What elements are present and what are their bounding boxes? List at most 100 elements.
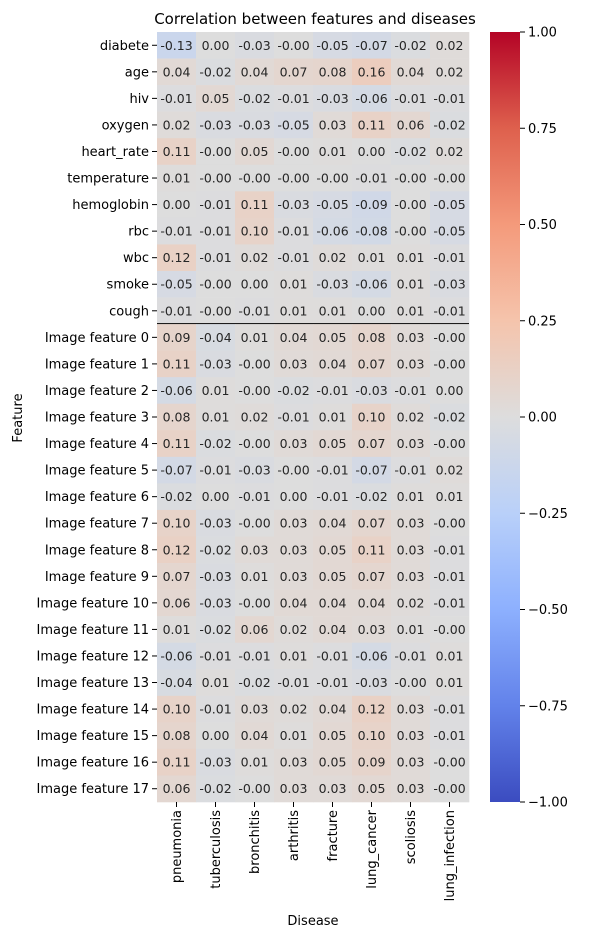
cell-value-label: 0.01 — [280, 303, 308, 318]
cell-value-label: 0.10 — [163, 516, 191, 531]
cell-value-label: 0.02 — [319, 250, 347, 265]
cell-value-label: -0.01 — [433, 569, 465, 584]
cell-value-label: 0.05 — [319, 436, 347, 451]
row-tick-label: Image feature 11 — [37, 623, 149, 638]
cell-value-label: -0.00 — [433, 171, 465, 186]
row-tick-label: smoke — [107, 278, 149, 293]
column-tick-label: fracture — [326, 810, 341, 861]
row-tick-label: Image feature 5 — [45, 464, 149, 479]
cell-value-label: 0.03 — [397, 356, 425, 371]
cell-value-label: 0.00 — [163, 197, 191, 212]
cell-value-label: -0.05 — [316, 38, 348, 53]
cell-value-label: -0.02 — [160, 489, 192, 504]
cell-value-label: -0.00 — [394, 171, 426, 186]
cell-value-label: 0.05 — [319, 569, 347, 584]
cell-value-label: 0.11 — [358, 117, 386, 132]
row-tick-labels: diabete age hiv oxygen heart_rate temperature… — [37, 39, 157, 797]
cell-value-label: 0.01 — [397, 622, 425, 637]
cell-value-label: -0.00 — [433, 356, 465, 371]
cell-value-label: -0.02 — [199, 64, 231, 79]
cell-value-label: -0.03 — [199, 356, 231, 371]
column-tick-label: scoliosis — [404, 810, 419, 864]
cell-value-label: 0.02 — [241, 410, 269, 425]
cell-value-label: -0.01 — [238, 648, 270, 663]
cell-value-label: -0.01 — [277, 224, 309, 239]
cell-value-label: -0.03 — [355, 675, 387, 690]
cell-value-label: 0.03 — [280, 781, 308, 796]
cell-value-label: 0.04 — [319, 702, 347, 717]
cell-value-label: -0.01 — [199, 648, 231, 663]
cell-value-label: 0.01 — [397, 277, 425, 292]
cell-value-label: -0.01 — [394, 463, 426, 478]
cell-value-label: -0.02 — [199, 781, 231, 796]
row-tick-label: Image feature 9 — [45, 570, 149, 585]
cell-value-label: 0.04 — [280, 330, 308, 345]
cell-value-label: 0.07 — [358, 356, 386, 371]
cell-value-label: 0.03 — [319, 781, 347, 796]
cell-value-label: -0.01 — [433, 702, 465, 717]
colorbar-tick-label: −0.25 — [528, 507, 568, 522]
cell-value-label: 0.03 — [280, 516, 308, 531]
cell-value-label: -0.01 — [199, 463, 231, 478]
cell-value-label: 0.01 — [202, 383, 230, 398]
cell-value-label: 0.04 — [241, 64, 269, 79]
cell-value-label: 0.00 — [358, 303, 386, 318]
cell-value-label: 0.07 — [358, 516, 386, 531]
row-tick-label: Image feature 4 — [45, 437, 149, 452]
cell-value-label: 0.03 — [397, 702, 425, 717]
cell-value-label: 0.03 — [397, 542, 425, 557]
row-tick-label: Image feature 0 — [45, 331, 149, 346]
cell-value-label: -0.00 — [433, 781, 465, 796]
cell-value-label: 0.05 — [241, 144, 269, 159]
cell-value-label: 0.02 — [436, 463, 464, 478]
cell-value-label: 0.12 — [358, 702, 386, 717]
cell-value-label: -0.06 — [160, 648, 192, 663]
cell-value-label: 0.03 — [397, 436, 425, 451]
cell-value-label: 0.07 — [163, 569, 191, 584]
cell-value-label: -0.01 — [199, 197, 231, 212]
cell-value-label: 0.01 — [280, 648, 308, 663]
cell-value-label: 0.05 — [319, 542, 347, 557]
cell-value-label: -0.01 — [433, 595, 465, 610]
cell-value-label: -0.03 — [355, 383, 387, 398]
cell-value-label: 0.09 — [163, 330, 191, 345]
cell-value-label: 0.08 — [163, 410, 191, 425]
colorbar-tick-label: −1.00 — [528, 796, 568, 811]
cell-value-label: -0.08 — [355, 224, 387, 239]
cell-value-label: -0.01 — [394, 383, 426, 398]
colorbar-tick-label: 0.75 — [528, 122, 557, 137]
cell-value-label: 0.01 — [202, 675, 230, 690]
cell-value-label: -0.05 — [433, 224, 465, 239]
cell-value-label: 0.02 — [280, 622, 308, 637]
column-tick-label: lung_infection — [443, 810, 458, 901]
cell-value-label: 0.04 — [319, 622, 347, 637]
cell-value-label: -0.00 — [199, 144, 231, 159]
cell-value-label: -0.02 — [199, 436, 231, 451]
cell-value-label: -0.01 — [277, 410, 309, 425]
row-tick-label: Image feature 15 — [37, 729, 149, 744]
cell-value-label: 0.00 — [436, 383, 464, 398]
cell-value-label: -0.07 — [355, 38, 387, 53]
cell-value-label: -0.06 — [160, 383, 192, 398]
cell-value-label: -0.00 — [199, 171, 231, 186]
cell-value-label: -0.00 — [199, 277, 231, 292]
cell-value-label: 0.04 — [319, 356, 347, 371]
cell-value-label: -0.03 — [199, 595, 231, 610]
cell-value-label: -0.06 — [355, 91, 387, 106]
row-tick-label: Image feature 13 — [37, 676, 149, 691]
cell-value-label: -0.00 — [433, 755, 465, 770]
cell-value-label: 0.03 — [397, 755, 425, 770]
cell-value-label: -0.02 — [199, 542, 231, 557]
cell-value-label: 0.12 — [163, 250, 191, 265]
cell-value-label: 0.02 — [436, 38, 464, 53]
cell-value-label: 0.04 — [241, 728, 269, 743]
cell-value-label: -0.02 — [433, 410, 465, 425]
cell-value-label: 0.04 — [397, 64, 425, 79]
row-tick-label: Image feature 7 — [45, 517, 149, 532]
cell-value-label: 0.07 — [358, 436, 386, 451]
cell-value-label: 0.02 — [397, 595, 425, 610]
cell-value-label: 0.05 — [319, 728, 347, 743]
cell-value-label: -0.03 — [238, 38, 270, 53]
cell-value-label: -0.01 — [160, 303, 192, 318]
